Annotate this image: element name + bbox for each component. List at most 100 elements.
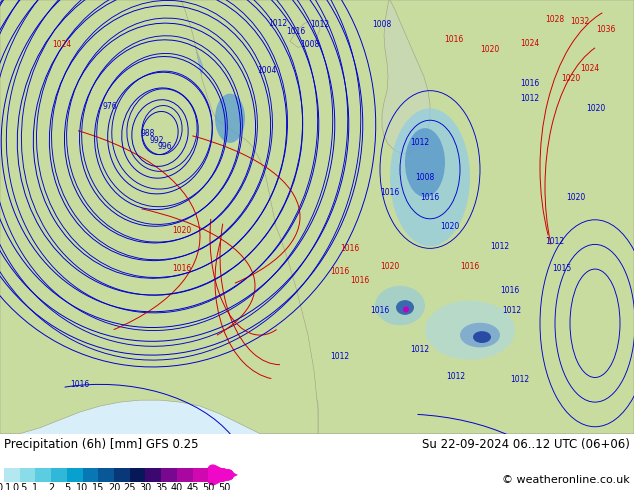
Text: 30: 30 bbox=[139, 483, 152, 490]
Text: 1008: 1008 bbox=[301, 40, 320, 49]
Text: 1020: 1020 bbox=[172, 226, 191, 235]
Text: 1015: 1015 bbox=[552, 264, 572, 272]
Bar bbox=[177, 468, 193, 482]
Text: 1020: 1020 bbox=[566, 193, 586, 201]
Ellipse shape bbox=[215, 94, 245, 143]
Text: 1016: 1016 bbox=[330, 267, 349, 275]
Bar bbox=[36, 468, 51, 482]
Bar bbox=[4, 468, 20, 482]
Text: 0.1: 0.1 bbox=[0, 483, 11, 490]
Text: 50: 50 bbox=[218, 483, 230, 490]
Text: 1012: 1012 bbox=[545, 237, 564, 246]
Text: 1016: 1016 bbox=[500, 286, 520, 295]
Ellipse shape bbox=[166, 141, 178, 155]
Polygon shape bbox=[382, 0, 430, 154]
Ellipse shape bbox=[375, 286, 425, 325]
Text: 1016: 1016 bbox=[340, 244, 359, 253]
Text: 1012: 1012 bbox=[502, 306, 522, 315]
Text: 988: 988 bbox=[141, 128, 155, 138]
Text: 2: 2 bbox=[48, 483, 55, 490]
Text: 1016: 1016 bbox=[444, 35, 463, 44]
Polygon shape bbox=[181, 0, 634, 434]
Text: 20: 20 bbox=[108, 483, 120, 490]
Bar bbox=[161, 468, 177, 482]
Text: © weatheronline.co.uk: © weatheronline.co.uk bbox=[502, 475, 630, 485]
Bar bbox=[98, 468, 114, 482]
Text: 1: 1 bbox=[32, 483, 39, 490]
Bar bbox=[145, 468, 161, 482]
Text: 1016: 1016 bbox=[70, 380, 89, 389]
Text: 1032: 1032 bbox=[571, 17, 590, 26]
Text: 40: 40 bbox=[171, 483, 183, 490]
Text: 45: 45 bbox=[186, 483, 198, 490]
Text: 1012: 1012 bbox=[311, 20, 330, 29]
Bar bbox=[82, 468, 98, 482]
Text: 1024: 1024 bbox=[53, 40, 72, 49]
Ellipse shape bbox=[155, 125, 185, 160]
Text: 1016: 1016 bbox=[351, 276, 370, 285]
Bar bbox=[130, 468, 145, 482]
Text: 1012: 1012 bbox=[491, 242, 510, 251]
Text: 992: 992 bbox=[150, 136, 164, 146]
Ellipse shape bbox=[570, 291, 610, 369]
Bar bbox=[51, 468, 67, 482]
Text: 1016: 1016 bbox=[460, 262, 480, 270]
Polygon shape bbox=[0, 0, 318, 434]
Polygon shape bbox=[224, 468, 238, 482]
Ellipse shape bbox=[130, 89, 200, 177]
Bar bbox=[20, 468, 36, 482]
Ellipse shape bbox=[540, 237, 620, 394]
Ellipse shape bbox=[396, 300, 414, 315]
Text: 1008: 1008 bbox=[372, 20, 392, 29]
Text: 5: 5 bbox=[64, 483, 70, 490]
Text: 1004: 1004 bbox=[257, 67, 276, 75]
Ellipse shape bbox=[584, 323, 604, 363]
Text: 1028: 1028 bbox=[545, 15, 564, 24]
Text: 1024: 1024 bbox=[580, 65, 600, 74]
Text: 35: 35 bbox=[155, 483, 167, 490]
Bar bbox=[209, 468, 224, 482]
Ellipse shape bbox=[390, 108, 470, 246]
Text: 15: 15 bbox=[92, 483, 105, 490]
Bar bbox=[193, 468, 209, 482]
Text: 976: 976 bbox=[103, 102, 117, 111]
Ellipse shape bbox=[0, 0, 250, 266]
Ellipse shape bbox=[473, 331, 491, 343]
Ellipse shape bbox=[85, 29, 225, 207]
Text: Su 22-09-2024 06..12 UTC (06+06): Su 22-09-2024 06..12 UTC (06+06) bbox=[422, 438, 630, 451]
Text: 1012: 1012 bbox=[268, 19, 288, 28]
Text: 1020: 1020 bbox=[481, 45, 500, 54]
Ellipse shape bbox=[460, 323, 500, 347]
Text: 1016: 1016 bbox=[370, 306, 390, 315]
Text: 50: 50 bbox=[202, 483, 214, 490]
Ellipse shape bbox=[310, 15, 370, 64]
Text: 1016: 1016 bbox=[172, 264, 191, 272]
Text: 1012: 1012 bbox=[510, 375, 529, 384]
Text: 1012: 1012 bbox=[521, 94, 540, 103]
Text: 1016: 1016 bbox=[420, 193, 439, 201]
Text: 996: 996 bbox=[158, 143, 172, 151]
Text: 1020: 1020 bbox=[441, 222, 460, 231]
Text: 1036: 1036 bbox=[597, 25, 616, 34]
Text: 1008: 1008 bbox=[415, 173, 435, 182]
Text: 1012: 1012 bbox=[446, 372, 465, 381]
Text: 1012: 1012 bbox=[330, 352, 349, 361]
Ellipse shape bbox=[425, 300, 515, 360]
Text: 1016: 1016 bbox=[521, 79, 540, 88]
Text: 1016: 1016 bbox=[380, 188, 399, 196]
Text: 10: 10 bbox=[77, 483, 89, 490]
Ellipse shape bbox=[405, 128, 445, 197]
Text: 1016: 1016 bbox=[287, 27, 306, 36]
Text: 25: 25 bbox=[124, 483, 136, 490]
Text: 1020: 1020 bbox=[380, 262, 399, 270]
Text: 0.5: 0.5 bbox=[12, 483, 27, 490]
Text: 1012: 1012 bbox=[410, 345, 430, 354]
Polygon shape bbox=[290, 20, 320, 48]
Ellipse shape bbox=[403, 307, 409, 313]
Text: 1020: 1020 bbox=[586, 104, 605, 113]
Text: Precipitation (6h) [mm] GFS 0.25: Precipitation (6h) [mm] GFS 0.25 bbox=[4, 438, 198, 451]
Bar bbox=[67, 468, 82, 482]
Text: 1020: 1020 bbox=[561, 74, 581, 83]
Text: 1012: 1012 bbox=[410, 138, 430, 147]
Ellipse shape bbox=[0, 10, 90, 108]
